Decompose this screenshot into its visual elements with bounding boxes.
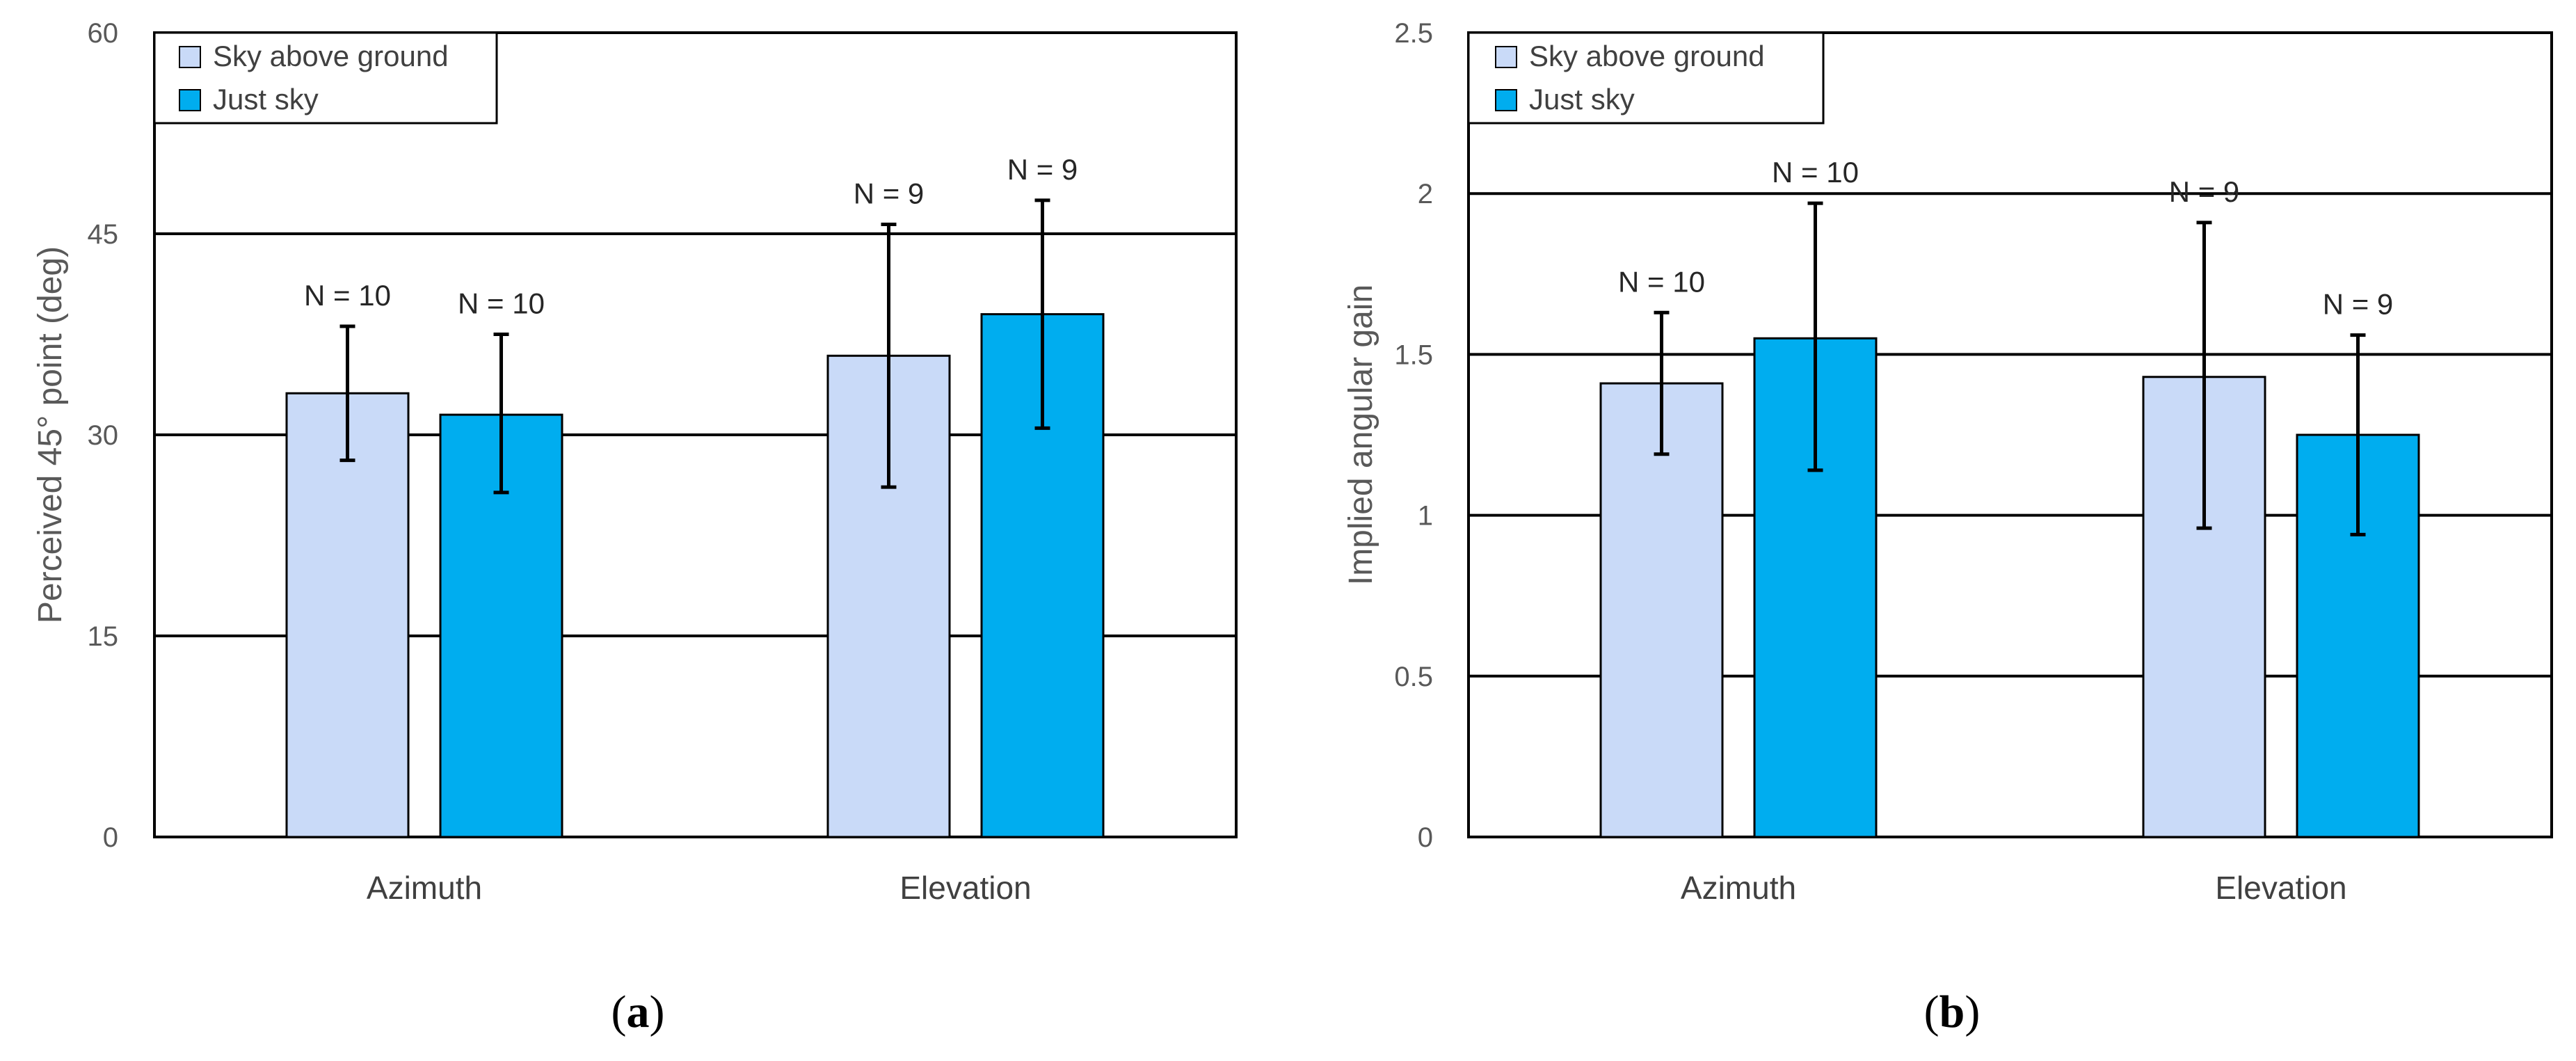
- panel-label-b: (b): [1924, 987, 1981, 1037]
- y-tick-labels: 0 0.5 1 1.5 2 2.5: [1394, 18, 1433, 853]
- n-label-just-sky-elevation: N = 9: [2323, 288, 2394, 321]
- n-labels: N = 10 N = 10 N = 9 N = 9: [1618, 156, 2393, 321]
- category-labels: Azimuth Elevation: [1681, 870, 2347, 906]
- n-label-sky-above-ground-elevation: N = 9: [854, 177, 925, 210]
- y-tick-label: 2.5: [1394, 18, 1433, 49]
- n-label-sky-above-ground-azimuth: N = 10: [1618, 265, 1705, 298]
- y-tick-label: 2: [1418, 179, 1433, 209]
- legend: Sky above ground Just sky: [153, 31, 498, 125]
- panel-letter-b: b: [1939, 987, 1965, 1037]
- category-label-elevation: Elevation: [899, 870, 1031, 906]
- legend-label-just-sky: Just sky: [1529, 83, 1635, 115]
- legend-swatch-sky-above-ground: [1495, 46, 1517, 68]
- y-tick-label: 30: [88, 420, 119, 451]
- chart-b: N = 10 N = 10 N = 9 N = 9 0 0.5 1 1.5 2 2.5 Azim…: [1343, 18, 2553, 1037]
- y-tick-label: 15: [88, 621, 119, 652]
- n-labels: N = 10 N = 10 N = 9 N = 9: [304, 153, 1078, 320]
- legend-swatch-just-sky: [1495, 89, 1517, 111]
- error-bars: [339, 198, 1050, 495]
- legend-frame: [153, 31, 498, 125]
- y-tick-label: 60: [88, 18, 119, 49]
- y-tick-label: 0: [1418, 822, 1433, 853]
- y-tick-label: 0.5: [1394, 662, 1433, 692]
- y-axis-label: Implied angular gain: [1343, 285, 1379, 585]
- panel-letter-a: a: [627, 987, 650, 1037]
- panel-label-a: (a): [611, 987, 665, 1037]
- y-tick-label: 1: [1418, 501, 1433, 532]
- y-axis-label: Perceived 45° point (deg): [32, 246, 69, 623]
- bar-sky-above-ground-azimuth: [1599, 382, 1724, 838]
- legend-label-just-sky: Just sky: [213, 83, 319, 115]
- category-label-azimuth: Azimuth: [1681, 870, 1796, 906]
- n-label-just-sky-azimuth: N = 10: [458, 287, 545, 320]
- n-label-just-sky-elevation: N = 9: [1007, 153, 1078, 186]
- chart-a: N = 10 N = 10 N = 9 N = 9 0 15 30 45 60 Azimuth…: [32, 18, 1238, 1037]
- legend-swatch-just-sky: [179, 89, 201, 111]
- category-label-elevation: Elevation: [2215, 870, 2346, 906]
- y-tick-label: 0: [103, 822, 118, 853]
- legend: Sky above ground Just sky: [1467, 31, 1825, 125]
- y-tick-labels: 0 15 30 45 60: [88, 18, 119, 853]
- legend-label-sky-above-ground: Sky above ground: [1529, 40, 1765, 72]
- y-tick-label: 1.5: [1394, 340, 1433, 370]
- n-label-just-sky-azimuth: N = 10: [1772, 156, 1859, 189]
- n-label-sky-above-ground-azimuth: N = 10: [304, 279, 391, 312]
- error-bars: [1654, 201, 2366, 536]
- legend-swatch-sky-above-ground: [179, 46, 201, 68]
- n-label-sky-above-ground-elevation: N = 9: [2169, 175, 2240, 208]
- y-tick-label: 45: [88, 219, 119, 250]
- legend-label-sky-above-ground: Sky above ground: [213, 40, 449, 72]
- category-label-azimuth: Azimuth: [367, 870, 482, 906]
- legend-frame: [1467, 31, 1825, 125]
- category-labels: Azimuth Elevation: [367, 870, 1032, 906]
